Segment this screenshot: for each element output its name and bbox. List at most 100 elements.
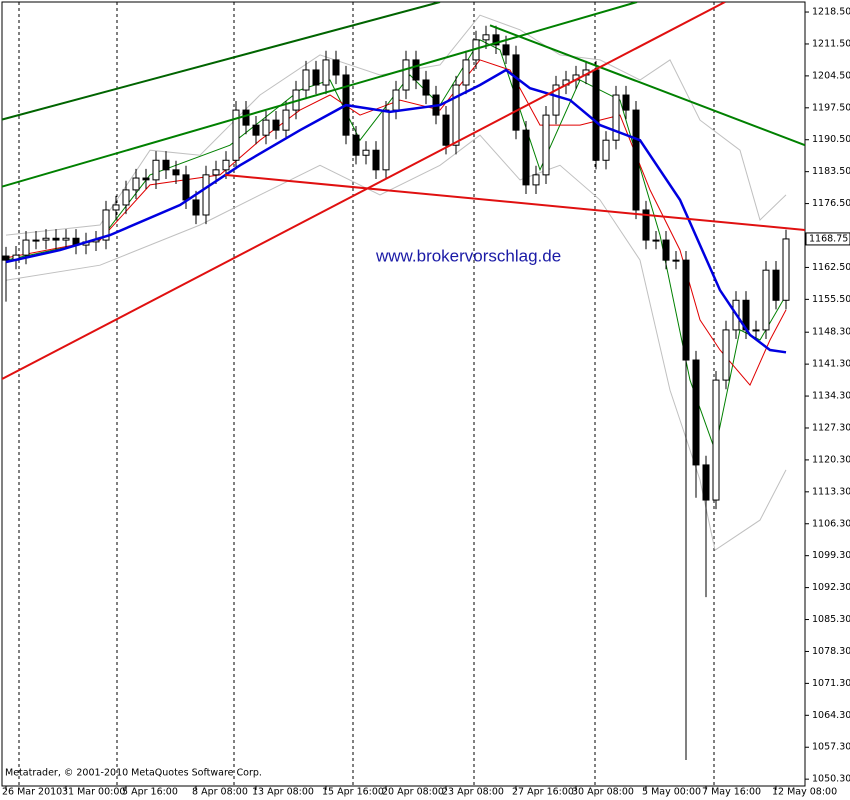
candle-body <box>252 124 260 136</box>
indicator-line <box>5 134 787 552</box>
x-tick-label: 27 Apr 16:00 <box>512 787 574 798</box>
y-tick-label: 1183.50 <box>812 166 850 177</box>
candle-body <box>762 269 770 331</box>
x-tick-label: 31 Mar 00:00 <box>62 787 125 798</box>
x-tick-label: 20 Apr 08:00 <box>382 787 444 798</box>
candle-body <box>702 464 710 501</box>
candle-body <box>772 269 780 301</box>
trend-line <box>224 173 805 231</box>
y-tick-label: 1078.30 <box>812 646 850 657</box>
candle-body <box>712 379 720 501</box>
candle-body <box>362 149 370 156</box>
candle-body <box>462 59 470 86</box>
x-tick-label: 12 May 08:00 <box>772 787 837 798</box>
candle-body <box>232 109 240 161</box>
y-tick-label: 1134.30 <box>812 391 850 402</box>
indicator-line <box>5 59 787 387</box>
candle-body <box>392 89 400 111</box>
indicator-line <box>5 14 787 236</box>
candle-body <box>132 177 140 191</box>
y-tick-label: 1113.30 <box>812 486 850 497</box>
moving-average <box>5 68 787 354</box>
candle-body <box>482 34 490 41</box>
plot-area <box>2 2 805 786</box>
y-tick-label: 1085.30 <box>812 614 850 625</box>
copyright: Metatrader, © 2001-2010 MetaQuotes Softw… <box>5 768 262 779</box>
y-tick-label: 1155.50 <box>812 294 850 305</box>
candle-body <box>162 159 170 171</box>
x-tick-label: 26 Mar 2010 <box>2 787 62 798</box>
candle-body <box>782 238 790 301</box>
plot-frame <box>1 1 806 787</box>
candle-body <box>642 209 650 241</box>
axes: 1218.50 1211.50 1204.50 1197.50 1190.50 1183.… <box>2 7 850 798</box>
y-tick-label: 1204.50 <box>812 70 850 81</box>
x-tick-label: 7 May 16:00 <box>702 787 761 798</box>
watermark: www.brokervorschlag.de <box>375 246 561 265</box>
trend-line <box>2 2 441 121</box>
x-tick-label: 23 Apr 08:00 <box>442 787 504 798</box>
candle-body <box>102 209 110 241</box>
candle-body <box>282 109 290 131</box>
trend-line <box>2 2 726 381</box>
candle-body <box>62 237 70 241</box>
y-tick-label: 1050.30 <box>812 774 850 785</box>
y-tick-label: 1071.30 <box>812 678 850 689</box>
trend-line <box>2 2 638 188</box>
y-tick-label: 1106.30 <box>812 518 850 529</box>
candle-body <box>512 54 520 131</box>
candle-body <box>422 79 430 96</box>
candle-body <box>612 94 620 141</box>
candle-body <box>452 84 460 146</box>
y-tick-label: 1099.30 <box>812 550 850 561</box>
candle-body <box>442 114 450 146</box>
candle-body <box>332 59 340 76</box>
price-label: 1168.75 <box>809 233 848 244</box>
candle-body <box>722 329 730 381</box>
candle-body <box>302 69 310 91</box>
y-tick-label: 1197.50 <box>812 102 850 113</box>
candle-body <box>152 159 160 181</box>
candle-body <box>42 237 50 241</box>
candle-body <box>632 109 640 211</box>
candle-body <box>352 134 360 156</box>
candle-body <box>412 59 420 81</box>
candle-body <box>522 129 530 186</box>
x-tick-label: 8 Apr 08:00 <box>192 787 248 798</box>
y-tick-label: 1176.50 <box>812 198 850 209</box>
candle-body <box>222 159 230 171</box>
candle-body <box>142 177 150 181</box>
candle-body <box>212 169 220 176</box>
y-tick-label: 1218.50 <box>812 7 850 18</box>
candle-body <box>382 109 390 171</box>
candle-body <box>652 239 660 242</box>
candle-body <box>262 119 270 136</box>
candle-body <box>662 239 670 261</box>
candle-body <box>22 239 30 256</box>
candle-body <box>532 174 540 186</box>
y-tick-label: 1120.30 <box>812 454 850 465</box>
candle-body <box>112 204 120 211</box>
y-tick-label: 1127.30 <box>812 422 850 433</box>
price-box <box>805 232 850 246</box>
candle-body <box>322 59 330 86</box>
candle-body <box>172 169 180 176</box>
y-tick-label: 1190.50 <box>812 134 850 145</box>
candle-body <box>622 94 630 111</box>
y-tick-label: 1141.30 <box>812 359 850 370</box>
candle-body <box>492 34 500 46</box>
candle-body <box>552 84 560 116</box>
y-tick-label: 1064.30 <box>812 710 850 721</box>
candle-body <box>32 239 40 242</box>
candle-body <box>402 59 410 91</box>
y-tick-label: 1162.50 <box>812 262 850 273</box>
candle-body <box>312 69 320 86</box>
candle-body <box>192 199 200 216</box>
candle-body <box>182 174 190 201</box>
y-tick-label: 1057.30 <box>812 742 850 753</box>
trend-line <box>489 24 805 147</box>
candle-body <box>542 114 550 176</box>
candle-body <box>202 174 210 216</box>
x-tick-label: 5 Apr 16:00 <box>122 787 178 798</box>
